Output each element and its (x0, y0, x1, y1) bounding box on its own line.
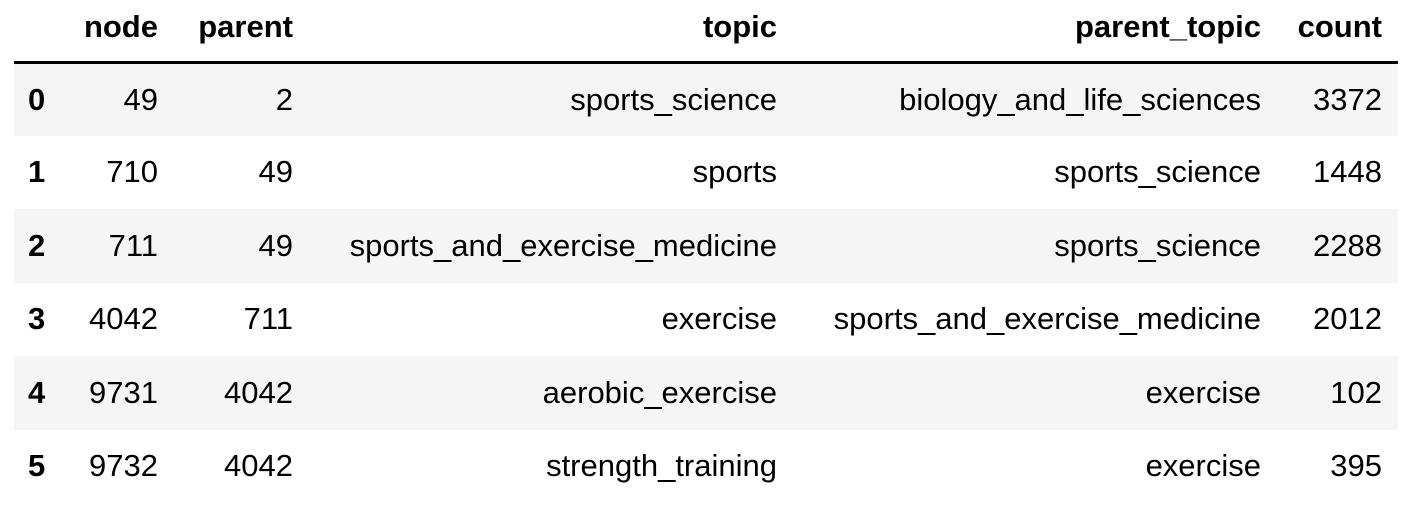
cell-node: 9731 (89, 374, 158, 410)
cell-parent-topic: sports_science (1054, 154, 1261, 190)
cell-node: 49 (123, 81, 158, 117)
cell-parent: 711 (243, 301, 293, 337)
table-row: 0 49 2 sports_science biology_and_life_s… (14, 62, 1398, 136)
cell-topic: exercise (661, 301, 777, 337)
table-row: 5 9732 4042 strength_training exercise 3… (14, 429, 1398, 503)
cell-parent: 49 (258, 154, 293, 190)
cell-topic: sports_science (570, 81, 777, 117)
table-row: 3 4042 711 exercise sports_and_exercise_… (14, 282, 1398, 356)
row-index: 4 (28, 374, 46, 410)
cell-count: 1448 (1313, 154, 1382, 190)
column-header-topic: topic (309, 0, 793, 64)
cell-parent-topic: biology_and_life_sciences (899, 81, 1261, 117)
cell-parent-topic: sports_science (1054, 227, 1261, 263)
column-header-parent: parent (174, 0, 309, 64)
cell-parent-topic: sports_and_exercise_medicine (833, 301, 1261, 337)
cell-topic: sports_and_exercise_medicine (349, 227, 777, 263)
cell-topic: aerobic_exercise (542, 374, 777, 410)
cell-parent-topic: exercise (1145, 448, 1261, 484)
row-index: 2 (28, 227, 46, 263)
cell-count: 102 (1330, 374, 1382, 410)
cell-node: 9732 (89, 448, 158, 484)
cell-count: 2012 (1313, 301, 1382, 337)
cell-node: 4042 (89, 301, 158, 337)
dataframe-output: node parent topic parent_topic count 0 4… (14, 0, 1398, 503)
cell-parent: 4042 (224, 374, 293, 410)
cell-node: 710 (106, 154, 158, 190)
cell-parent: 2 (275, 81, 293, 117)
cell-node: 711 (108, 227, 158, 263)
column-header-node: node (66, 0, 174, 64)
column-header-parent-topic: parent_topic (793, 0, 1277, 64)
cell-parent: 49 (258, 227, 293, 263)
column-header-count: count (1277, 0, 1398, 64)
table-row: 2 711 49 sports_and_exercise_medicine sp… (14, 209, 1398, 283)
cell-count: 395 (1330, 448, 1382, 484)
cell-parent: 4042 (224, 448, 293, 484)
row-index: 1 (28, 154, 46, 190)
cell-topic: sports (692, 154, 777, 190)
table-row: 4 9731 4042 aerobic_exercise exercise 10… (14, 356, 1398, 430)
table-body: 0 49 2 sports_science biology_and_life_s… (14, 62, 1398, 503)
cell-topic: strength_training (546, 448, 777, 484)
cell-parent-topic: exercise (1145, 374, 1261, 410)
row-index: 3 (28, 301, 46, 337)
cell-count: 2288 (1313, 227, 1382, 263)
header-row: node parent topic parent_topic count (14, 0, 1398, 64)
index-header (14, 0, 66, 64)
row-index: 0 (28, 81, 46, 117)
dataframe-table: node parent topic parent_topic count 0 4… (14, 0, 1398, 503)
table-row: 1 710 49 sports sports_science 1448 (14, 135, 1398, 209)
table-header: node parent topic parent_topic count (14, 0, 1398, 64)
cell-count: 3372 (1313, 81, 1382, 117)
row-index: 5 (28, 448, 46, 484)
